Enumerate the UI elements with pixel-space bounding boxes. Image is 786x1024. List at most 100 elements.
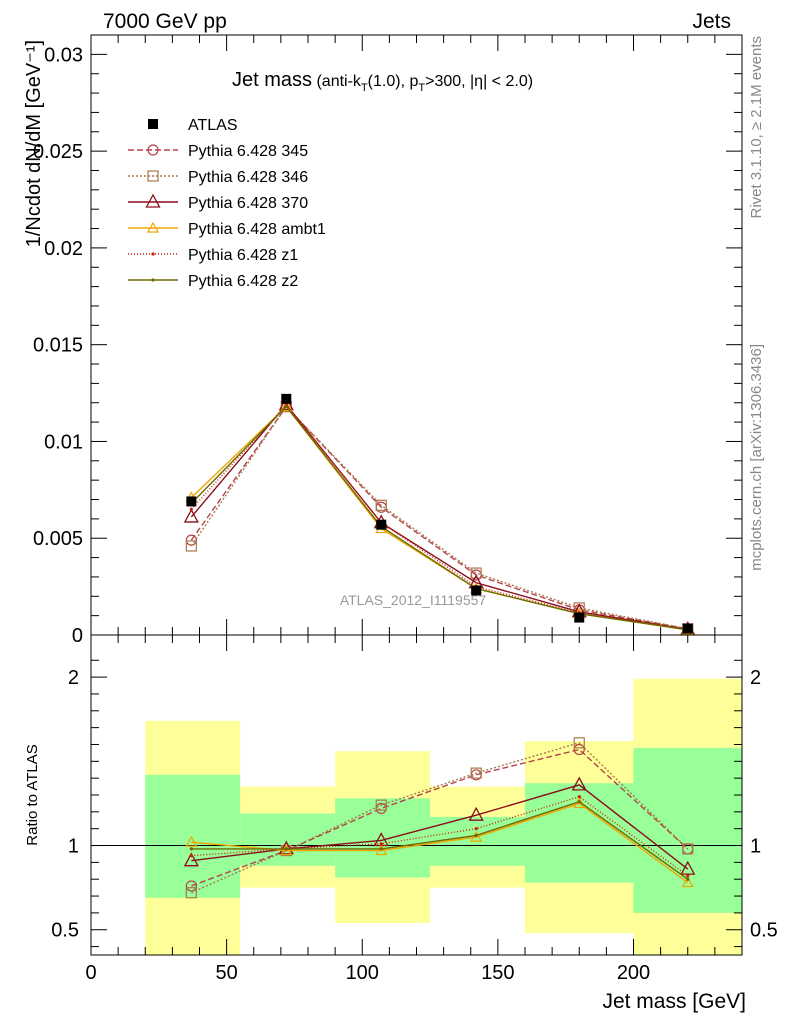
main-ytick-label-4: 0.025 — [33, 141, 83, 163]
ratio-band-inner-2 — [335, 798, 431, 878]
header-right: Jets — [692, 10, 731, 33]
ratio-point-z1-0 — [189, 854, 193, 858]
main-point-atlas-3 — [471, 585, 482, 596]
ratio-xtick-label-3: 150 — [481, 962, 514, 984]
ratio-point-p346-5 — [682, 843, 694, 855]
title-sub-suffix: >300, |η| < 2.0) — [425, 73, 533, 90]
legend-label-p345: Pythia 6.428 345 — [188, 143, 308, 160]
legend-label-z2: Pythia 6.428 z2 — [188, 273, 298, 290]
main-point-p346-2 — [375, 499, 387, 511]
ratio-point-p345-0 — [185, 880, 197, 892]
legend-marker-z1 — [151, 252, 155, 256]
main-point-p346-3 — [470, 567, 482, 579]
ratio-point-z2-4 — [577, 800, 581, 804]
main-point-atlas-0 — [186, 496, 197, 507]
header-left: 7000 GeV pp — [103, 10, 227, 33]
ratio-y-axis-label: Ratio to ATLAS — [24, 744, 41, 845]
title-sub-p-subscript: T — [418, 82, 425, 94]
main-point-p370-0 — [183, 508, 199, 523]
legend-label-atlas: ATLAS — [188, 117, 238, 134]
ratio-point-p346-0 — [185, 887, 197, 899]
legend-marker-p346 — [147, 170, 159, 182]
ratio-point-ambt1-5 — [681, 876, 694, 888]
main-ytick-label-5: 0.03 — [44, 44, 83, 66]
ratio-ytick-label-left-0: 0.5 — [51, 920, 79, 942]
rivet-label: Rivet 3.1.10, ≥ 2.1M events — [748, 36, 765, 219]
main-ytick-label-6: 0 — [72, 625, 83, 647]
legend-label-p346: Pythia 6.428 346 — [188, 169, 308, 186]
main-axes: 0.005 0.01 0.015 0.02 0.025 0.03 0 — [33, 34, 743, 647]
title-sub-k-subscript: T — [361, 82, 368, 94]
main-point-p346-0 — [185, 540, 197, 552]
ratio-axes: 0 50 100 150 200 0.5 0.5 1 1 2 2 — [51, 634, 778, 984]
title-sub-mid: (1.0), p — [368, 73, 419, 90]
ratio-bands — [145, 678, 742, 955]
main-point-atlas-1 — [281, 393, 292, 404]
ratio-point-p370-3 — [468, 806, 484, 821]
main-ytick-label-0: 0.005 — [33, 528, 83, 550]
ratio-xtick-label-1: 50 — [216, 962, 238, 984]
main-point-atlas-2 — [376, 519, 387, 530]
legend-label-ambt1: Pythia 6.428 ambt1 — [188, 221, 326, 238]
ratio-point-p370-5 — [680, 860, 696, 875]
ratio-point-z2-1 — [284, 847, 288, 851]
ratio-point-ambt1-0 — [185, 835, 198, 847]
ratio-line-z2 — [191, 800, 689, 880]
main-ytick-label-3: 0.02 — [44, 238, 83, 260]
ratio-xtick-label-2: 100 — [346, 962, 379, 984]
ratio-point-z2-3 — [474, 833, 478, 838]
mcplots-label: mcplots.cern.ch [arXiv:1306.3436] — [748, 344, 765, 571]
main-line-z2 — [190, 405, 688, 631]
legend: ATLAS Pythia 6.428 345 Pythia 6.428 346 Pyt… — [128, 117, 326, 290]
main-point-atlas-4 — [574, 612, 585, 623]
main-series — [183, 393, 696, 636]
main-point-z1-0 — [189, 507, 193, 511]
ratio-point-z1-2 — [379, 842, 383, 846]
ratio-point-z1-4 — [577, 795, 581, 799]
ratio-point-p370-4 — [571, 776, 587, 791]
ratio-point-z2-5 — [686, 877, 690, 881]
ratio-ytick-label-right-0: 0.5 — [750, 920, 778, 942]
main-point-ambt1-1 — [280, 400, 293, 412]
legend-marker-ambt1 — [146, 221, 160, 233]
ratio-point-z2-0 — [189, 847, 193, 851]
main-y-axis-label: 1/Ncdot dN/dM [GeV⁻¹] — [23, 40, 45, 247]
legend-marker-z2 — [151, 278, 155, 282]
ratio-band-inner-5 — [633, 747, 742, 913]
ratio-point-p346-3 — [470, 767, 482, 779]
ratio-point-ambt1-2 — [375, 844, 388, 856]
ratio-ytick-label-left-2: 2 — [68, 667, 79, 689]
ratio-ytick-label-right-1: 1 — [750, 836, 761, 858]
ratio-line-p345 — [191, 748, 689, 887]
plot-title: Jet mass (anti-kT(1.0), pT>300, |η| < 2.… — [232, 69, 533, 94]
ratio-point-ambt1-1 — [280, 844, 293, 856]
ratio-ytick-label-left-1: 1 — [68, 836, 79, 858]
ratio-series — [183, 737, 696, 899]
legend-marker-p370 — [145, 193, 161, 208]
title-main: Jet mass — [232, 69, 312, 91]
ratio-band-inner-1 — [240, 813, 336, 866]
ratio-point-p370-1 — [278, 840, 294, 855]
ratio-point-z2-2 — [379, 847, 383, 851]
ratio-point-p346-2 — [375, 799, 387, 811]
main-point-atlas-5 — [682, 623, 693, 634]
ratio-xtick-label-0: 0 — [85, 962, 96, 984]
ratio-point-p345-4 — [573, 743, 585, 756]
main-line-p346 — [190, 405, 688, 630]
ratio-xtick-label-4: 200 — [617, 962, 650, 984]
ratio-band-inner-4 — [525, 783, 634, 883]
x-axis-label: Jet mass [GeV] — [602, 990, 746, 1013]
legend-marker-p345 — [147, 144, 159, 156]
ratio-point-z1-5 — [686, 874, 690, 878]
ratio-ytick-label-right-2: 2 — [750, 667, 761, 689]
legend-label-p370: Pythia 6.428 370 — [188, 195, 308, 212]
ratio-line-p370 — [191, 784, 689, 870]
main-ytick-label-2: 0.015 — [33, 335, 83, 357]
main-point-z2-1 — [284, 405, 288, 409]
legend-label-z1: Pythia 6.428 z1 — [188, 247, 298, 264]
ratio-point-ambt1-3 — [470, 830, 483, 842]
legend-marker-atlas — [148, 119, 158, 129]
title-sub-prefix: (anti-k — [312, 73, 362, 90]
analysis-watermark: ATLAS_2012_I1119557 — [340, 592, 487, 608]
